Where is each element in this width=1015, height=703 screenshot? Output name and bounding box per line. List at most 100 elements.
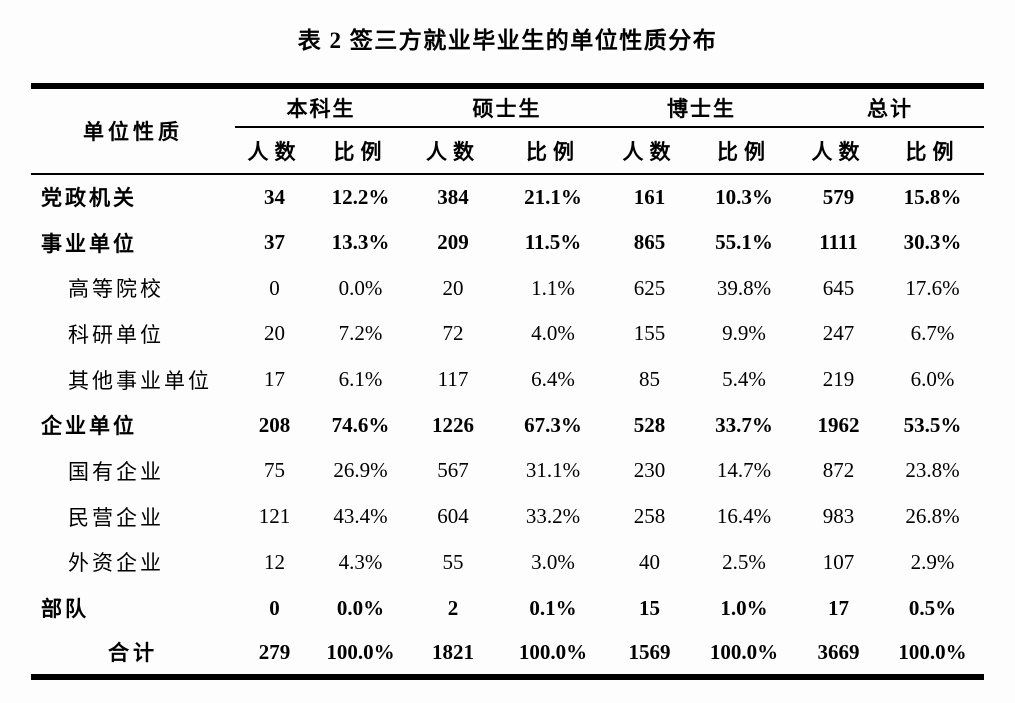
subheader-ratio-master: 比例 — [499, 127, 607, 175]
cell-value: 3669 — [817, 639, 860, 664]
cell-value: 39.8% — [716, 275, 772, 300]
row-label: 民营企业 — [68, 505, 164, 530]
row-label: 科研单位 — [68, 322, 164, 347]
cell-value: 31.1% — [525, 458, 581, 483]
cell-value: 7.2% — [338, 321, 383, 346]
cell-value: 230 — [633, 458, 666, 483]
cell-value: 43.4% — [333, 504, 388, 529]
cell-value: 219 — [822, 367, 855, 392]
row-label: 国有企业 — [68, 459, 164, 484]
cell-value: 23.8% — [905, 458, 960, 483]
row-other-public-institutions: 其他事业单位 17 6.1% 117 6.4% 85 5.4% 219 6.0% — [31, 357, 984, 403]
cell-value: 528 — [633, 412, 666, 437]
cell-value: 75 — [264, 458, 285, 483]
unit-nature-distribution-table: 单位性质 本科生 硕士生 博士生 总计 人数 比例 人数 比例 人数 比例 人数… — [31, 83, 984, 680]
cell-value: 21.1% — [524, 184, 582, 209]
document-page: 表 2 签三方就业毕业生的单位性质分布 单位性质 本科生 硕士生 博士生 总计 … — [31, 28, 984, 680]
cell-value: 117 — [437, 367, 469, 392]
row-label: 企业单位 — [41, 414, 137, 439]
cell-value: 0.0% — [336, 595, 385, 620]
row-label: 合计 — [108, 641, 158, 666]
subheader-count-total: 人数 — [796, 127, 881, 175]
cell-value: 209 — [437, 230, 469, 255]
row-party-gov-organs: 党政机关 34 12.2% 384 21.1% 161 10.3% 579 15… — [31, 174, 984, 220]
cell-value: 74.6% — [331, 412, 390, 437]
cell-value: 26.9% — [333, 458, 388, 483]
cell-value: 20 — [442, 275, 464, 300]
cell-value: 0.1% — [529, 595, 577, 620]
cell-value: 0.5% — [908, 595, 957, 620]
cell-value: 2 — [447, 595, 459, 620]
cell-value: 279 — [258, 639, 291, 664]
row-label: 高等院校 — [68, 277, 164, 302]
table-body: 党政机关 34 12.2% 384 21.1% 161 10.3% 579 15… — [31, 174, 984, 677]
cell-value: 872 — [822, 458, 855, 483]
row-foreign-enterprises: 外资企业 12 4.3% 55 3.0% 40 2.5% 107 2.9% — [31, 540, 984, 586]
row-label: 党政机关 — [41, 186, 137, 211]
cell-value: 1962 — [817, 412, 860, 437]
row-grand-total: 合计 279 100.0% 1821 100.0% 1569 100.0% 36… — [31, 631, 984, 677]
cell-value: 625 — [633, 275, 666, 300]
cell-value: 15 — [639, 595, 660, 620]
cell-value: 3.0% — [531, 549, 575, 574]
cell-value: 247 — [822, 321, 855, 346]
cell-value: 384 — [437, 184, 469, 209]
cell-value: 2.9% — [910, 549, 955, 574]
subheader-ratio-undergraduate: 比例 — [314, 127, 407, 175]
cell-value: 1821 — [432, 639, 474, 664]
cell-value: 208 — [258, 412, 291, 437]
cell-value: 16.4% — [716, 504, 772, 529]
cell-value: 100.0% — [898, 639, 967, 664]
subheader-count-master: 人数 — [407, 127, 499, 175]
cell-value: 13.3% — [331, 230, 390, 255]
cell-value: 17 — [828, 595, 849, 620]
cell-value: 155 — [633, 321, 666, 346]
cell-value: 11.5% — [524, 230, 582, 255]
table-header: 单位性质 本科生 硕士生 博士生 总计 人数 比例 人数 比例 人数 比例 人数… — [31, 86, 984, 175]
row-label: 其他事业单位 — [68, 368, 212, 393]
cell-value: 9.9% — [722, 321, 766, 346]
cell-value: 645 — [822, 275, 855, 300]
group-header-row: 单位性质 本科生 硕士生 博士生 总计 — [31, 86, 984, 175]
row-enterprises: 企业单位 208 74.6% 1226 67.3% 528 33.7% 1962… — [31, 402, 984, 448]
row-label: 事业单位 — [41, 231, 137, 256]
cell-value: 12 — [264, 549, 285, 574]
row-research-units: 科研单位 20 7.2% 72 4.0% 155 9.9% 247 6.7% — [31, 311, 984, 357]
cell-value: 40 — [639, 549, 660, 574]
cell-value: 121 — [258, 504, 291, 529]
cell-value: 865 — [633, 230, 666, 255]
cell-value: 1569 — [628, 639, 671, 664]
cell-value: 17 — [264, 367, 285, 392]
cell-value: 983 — [822, 504, 855, 529]
cell-value: 2.5% — [722, 549, 766, 574]
cell-value: 258 — [633, 504, 666, 529]
cell-value: 37 — [264, 230, 285, 255]
cell-value: 55.1% — [715, 230, 773, 255]
cell-value: 33.2% — [525, 504, 581, 529]
cell-value: 10.3% — [715, 184, 773, 209]
row-military: 部队 0 0.0% 2 0.1% 15 1.0% 17 0.5% — [31, 585, 984, 631]
sub-header-row: 人数 比例 人数 比例 人数 比例 人数 比例 — [31, 127, 984, 175]
table-title: 表 2 签三方就业毕业生的单位性质分布 — [297, 28, 718, 53]
cell-value: 15.8% — [903, 184, 962, 209]
cell-value: 604 — [437, 504, 469, 529]
cell-value: 4.3% — [338, 549, 383, 574]
cell-value: 567 — [437, 458, 469, 483]
row-public-institutions: 事业单位 37 13.3% 209 11.5% 865 55.1% 1111 3… — [31, 220, 984, 266]
cell-value: 161 — [633, 184, 666, 209]
column-header-unit-nature: 单位性质 — [31, 86, 235, 175]
cell-value: 100.0% — [709, 639, 779, 664]
group-header-undergraduate: 本科生 — [235, 86, 407, 128]
group-header-doctor: 博士生 — [607, 86, 796, 128]
cell-value: 1226 — [432, 412, 474, 437]
cell-value: 100.0% — [518, 639, 588, 664]
cell-value: 20 — [264, 321, 285, 346]
cell-value: 6.7% — [910, 321, 955, 346]
cell-value: 100.0% — [326, 639, 395, 664]
cell-value: 55 — [442, 549, 464, 574]
group-header-master: 硕士生 — [407, 86, 607, 128]
cell-value: 53.5% — [903, 412, 962, 437]
row-state-owned-enterprises: 国有企业 75 26.9% 567 31.1% 230 14.7% 872 23… — [31, 448, 984, 494]
row-higher-education: 高等院校 0 0.0% 20 1.1% 625 39.8% 645 17.6% — [31, 265, 984, 311]
cell-value: 107 — [822, 549, 855, 574]
